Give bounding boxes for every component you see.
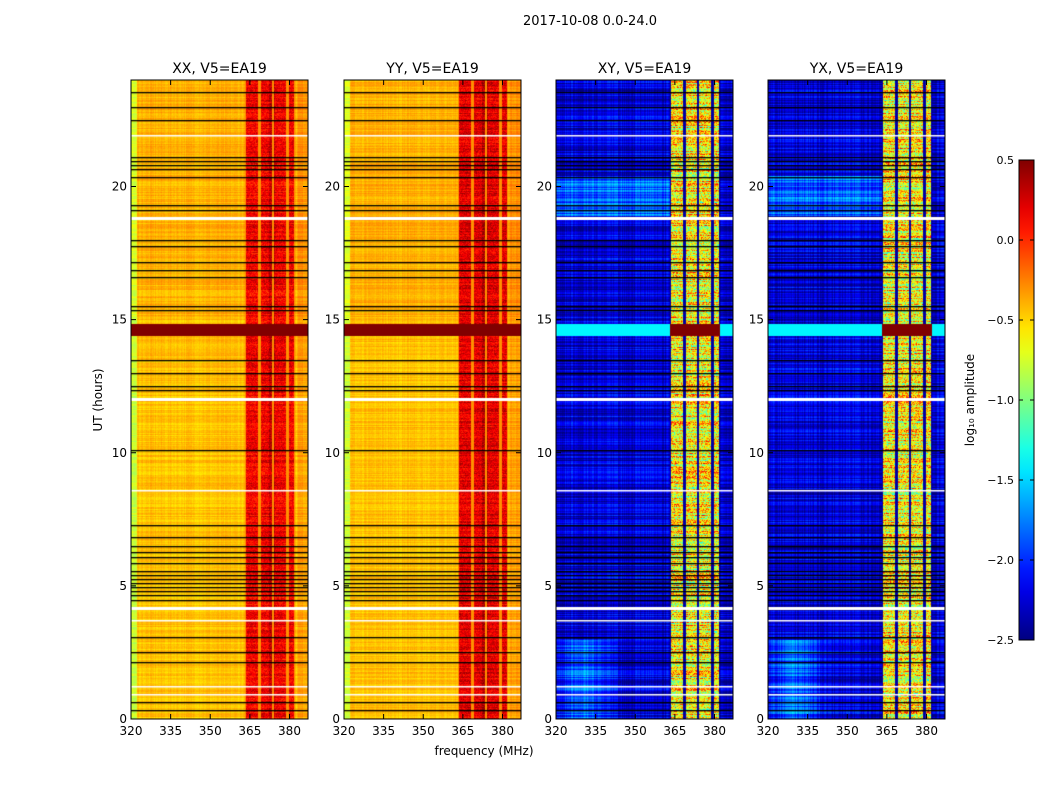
y-tick-label: 5 — [544, 579, 552, 593]
x-tick-label: 350 — [412, 724, 435, 738]
x-tick-label: 320 — [333, 724, 356, 738]
y-tick-label: 10 — [749, 446, 764, 460]
x-tick-label: 380 — [278, 724, 301, 738]
y-tick-label: 15 — [537, 313, 552, 327]
y-tick-label: 5 — [756, 579, 764, 593]
x-tick-label: 335 — [584, 724, 607, 738]
panel-title-xy: XY, V5=EA19 — [598, 61, 692, 77]
x-tick-label: 380 — [915, 724, 938, 738]
y-tick-label: 20 — [112, 180, 127, 194]
y-tick-label: 0 — [756, 712, 764, 726]
x-tick-label: 380 — [703, 724, 726, 738]
y-tick-label: 15 — [325, 313, 340, 327]
heatmap-yy — [344, 80, 521, 719]
x-tick-label: 365 — [451, 724, 474, 738]
x-tick-label: 350 — [199, 724, 222, 738]
y-tick-label: 5 — [332, 579, 340, 593]
y-tick-label: 0 — [119, 712, 127, 726]
colorbar-tick-label: −0.5 — [987, 314, 1014, 327]
colorbar-tick-label: −1.0 — [987, 394, 1014, 407]
colorbar-label: log₁₀ amplitude — [963, 354, 977, 446]
plot-frame-xx — [130, 79, 309, 720]
panel-title-yy: YY, V5=EA19 — [385, 61, 478, 77]
panel-title-xx: XX, V5=EA19 — [172, 61, 267, 77]
figure-title: 2017-10-08 0.0-24.0 — [523, 14, 657, 29]
y-tick-label: 0 — [544, 712, 552, 726]
colorbar-tick-label: 0.5 — [997, 154, 1015, 167]
colorbar-tick-label: 0.0 — [997, 234, 1015, 247]
x-tick-label: 320 — [757, 724, 780, 738]
y-tick-label: 10 — [537, 446, 552, 460]
y-axis-label: UT (hours) — [91, 368, 105, 431]
y-tick-label: 20 — [325, 180, 340, 194]
x-tick-label: 350 — [624, 724, 647, 738]
heatmap-xy — [556, 80, 733, 719]
x-tick-label: 320 — [120, 724, 143, 738]
y-tick-label: 20 — [537, 180, 552, 194]
y-tick-label: 0 — [332, 712, 340, 726]
y-tick-label: 5 — [119, 579, 127, 593]
colorbar-tick-label: −2.5 — [987, 634, 1014, 647]
panel-title-yx: YX, V5=EA19 — [809, 61, 904, 77]
x-tick-label: 380 — [491, 724, 514, 738]
heatmap-xx — [131, 80, 308, 719]
x-tick-label: 365 — [238, 724, 261, 738]
colorbar-tick-label: −2.0 — [987, 554, 1014, 567]
y-tick-label: 15 — [112, 313, 127, 327]
plot-frame-yy — [343, 79, 522, 720]
plot-frame-xy — [555, 79, 734, 720]
x-tick-label: 335 — [159, 724, 182, 738]
x-tick-label: 320 — [545, 724, 568, 738]
x-tick-label: 335 — [372, 724, 395, 738]
heatmap-yx — [768, 80, 945, 719]
plot-frame-yx — [767, 79, 946, 720]
x-tick-label: 365 — [663, 724, 686, 738]
y-tick-label: 10 — [112, 446, 127, 460]
x-axis-label: frequency (MHz) — [434, 744, 533, 758]
x-tick-label: 365 — [875, 724, 898, 738]
x-tick-label: 350 — [836, 724, 859, 738]
x-tick-label: 335 — [796, 724, 819, 738]
y-tick-label: 20 — [749, 180, 764, 194]
y-tick-label: 15 — [749, 313, 764, 327]
colorbar-tick-label: −1.5 — [987, 474, 1014, 487]
y-tick-label: 10 — [325, 446, 340, 460]
